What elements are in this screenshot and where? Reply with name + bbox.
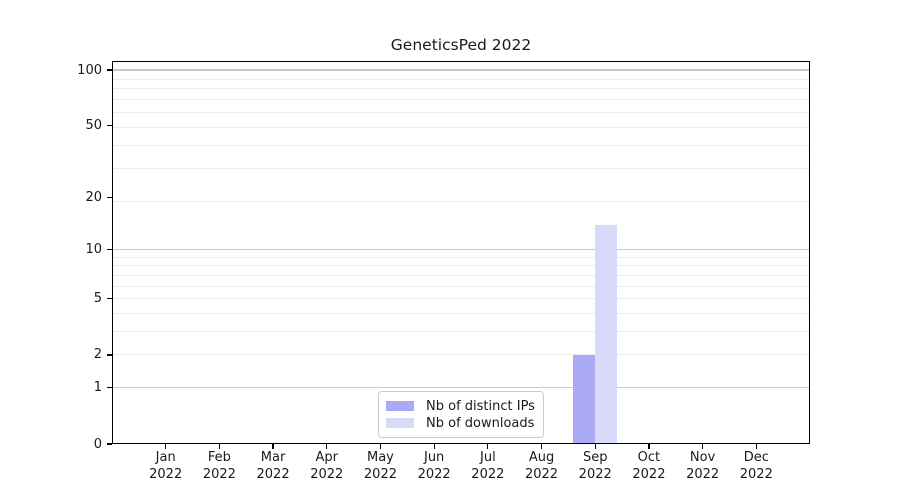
x-tick-mark-jun <box>433 444 435 449</box>
x-tick-month: Sep <box>582 450 608 465</box>
x-tick-year: 2022 <box>202 466 236 482</box>
major-gridline-100 <box>112 69 810 71</box>
x-tick-year: 2022 <box>471 466 505 482</box>
minor-gridline <box>112 99 810 101</box>
minor-gridline <box>112 298 810 300</box>
minor-gridline <box>112 144 810 146</box>
x-tick-label-jun: Jun 2022 <box>406 450 462 483</box>
legend: Nb of distinct IPs Nb of downloads <box>378 391 544 438</box>
y-tick-label-0: 0 <box>93 436 102 452</box>
x-tick-label-oct: Oct 2022 <box>621 450 677 483</box>
major-gridline-10 <box>112 249 810 251</box>
x-tick-year: 2022 <box>417 466 451 482</box>
minor-gridline <box>112 313 810 315</box>
legend-label-distinct-ips: Nb of distinct IPs <box>426 398 535 414</box>
x-tick-month: Jun <box>423 450 445 465</box>
x-tick-label-jul: Jul 2022 <box>460 450 516 483</box>
x-tick-month: Oct <box>637 450 661 465</box>
y-tick-label-1: 1 <box>93 380 102 396</box>
x-tick-year: 2022 <box>149 466 183 482</box>
x-tick-label-dec: Dec 2022 <box>728 450 784 483</box>
minor-gridline <box>112 200 810 202</box>
legend-swatch-distinct-ips <box>386 401 414 411</box>
legend-swatch-downloads <box>386 418 414 428</box>
y-tick-mark-20 <box>107 196 112 198</box>
x-tick-mark-aug <box>540 444 543 449</box>
x-tick-month: Jan <box>155 450 176 465</box>
x-tick-month: Aug <box>528 450 555 465</box>
legend-entry-downloads: Nb of downloads <box>386 415 534 431</box>
y-tick-mark-10 <box>107 249 112 251</box>
x-tick-mark-may <box>379 444 382 449</box>
minor-gridline <box>112 256 810 258</box>
x-tick-label-nov: Nov 2022 <box>675 450 731 483</box>
y-tick-mark-50 <box>107 124 112 127</box>
y-tick-mark-2 <box>107 354 112 356</box>
x-tick-mark-feb <box>218 444 221 449</box>
x-tick-year: 2022 <box>310 466 344 482</box>
x-tick-mark-apr <box>326 444 328 449</box>
minor-gridline <box>112 167 810 169</box>
x-tick-month: Mar <box>260 450 286 465</box>
y-tick-label-2: 2 <box>93 347 102 363</box>
y-tick-label-20: 20 <box>85 189 102 205</box>
y-tick-mark-0 <box>107 443 112 445</box>
bar-distinct-ips-sep <box>573 354 596 444</box>
x-tick-label-mar: Mar 2022 <box>245 450 301 483</box>
x-tick-mark-oct <box>648 444 650 449</box>
x-tick-label-apr: Apr 2022 <box>299 450 355 483</box>
minor-gridline <box>112 265 810 267</box>
chart-title: GeneticsPed 2022 <box>390 36 532 54</box>
x-tick-mark-mar <box>272 444 274 449</box>
minor-gridline <box>112 111 810 113</box>
y-tick-label-100: 100 <box>77 62 102 78</box>
y-tick-label-50: 50 <box>85 117 102 133</box>
y-tick-mark-5 <box>107 298 112 300</box>
x-tick-year: 2022 <box>524 466 559 482</box>
x-tick-year: 2022 <box>578 466 612 482</box>
x-tick-year: 2022 <box>256 466 290 482</box>
x-tick-mark-sep <box>594 444 596 449</box>
x-tick-year: 2022 <box>739 466 773 482</box>
minor-gridline <box>112 285 810 287</box>
legend-label-downloads: Nb of downloads <box>426 415 535 431</box>
y-tick-label-10: 10 <box>85 242 102 258</box>
y-tick-label-5: 5 <box>93 291 102 307</box>
minor-gridline <box>112 126 810 128</box>
x-tick-mark-jan <box>165 444 167 449</box>
minor-gridline <box>112 88 810 90</box>
bar-downloads-sep <box>595 224 618 444</box>
x-tick-year: 2022 <box>363 466 397 482</box>
x-tick-label-aug: Aug 2022 <box>514 450 570 483</box>
x-tick-label-sep: Sep 2022 <box>567 450 623 483</box>
x-tick-month: Feb <box>207 450 231 465</box>
x-tick-mark-jul <box>487 444 489 449</box>
minor-gridline <box>112 354 810 356</box>
x-tick-month: May <box>367 450 394 465</box>
x-tick-month: Nov <box>689 450 716 465</box>
legend-entry-distinct-ips: Nb of distinct IPs <box>386 398 535 414</box>
x-tick-month: Dec <box>743 450 769 465</box>
x-tick-label-feb: Feb 2022 <box>191 450 247 483</box>
x-tick-mark-nov <box>701 444 704 449</box>
major-gridline-1 <box>112 387 810 389</box>
x-tick-label-may: May 2022 <box>352 450 408 483</box>
plot-area <box>112 61 810 444</box>
x-tick-label-jan: Jan 2022 <box>138 450 194 483</box>
minor-gridline <box>112 331 810 333</box>
y-tick-mark-1 <box>107 387 112 389</box>
x-tick-month: Apr <box>315 450 339 465</box>
x-tick-month: Jul <box>480 450 496 465</box>
minor-gridline <box>112 78 810 80</box>
x-tick-year: 2022 <box>632 466 666 482</box>
y-tick-mark-100 <box>107 69 112 71</box>
x-tick-mark-dec <box>755 444 757 449</box>
x-tick-year: 2022 <box>686 466 720 482</box>
minor-gridline <box>112 275 810 277</box>
